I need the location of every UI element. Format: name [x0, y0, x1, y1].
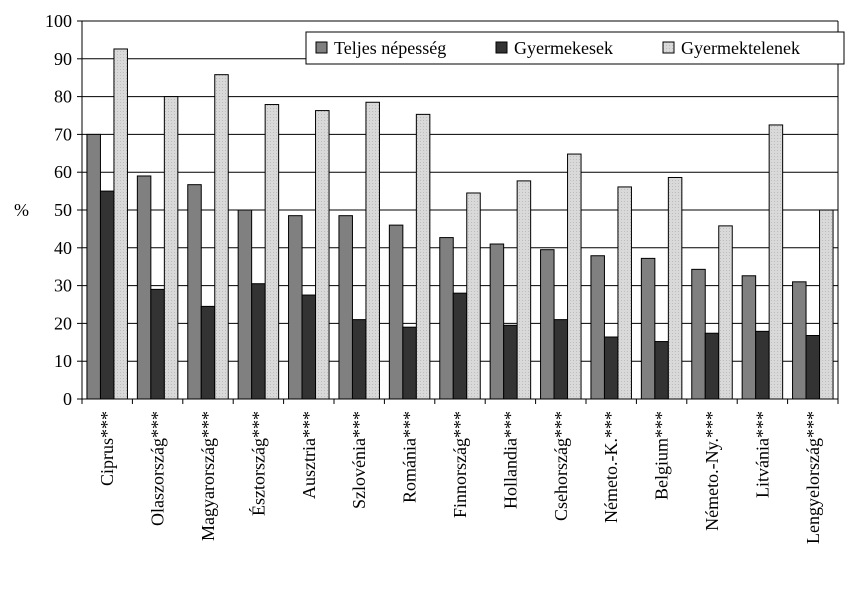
bar-gyermektelenek — [163, 96, 179, 400]
bar-gyermekesek — [805, 334, 821, 400]
x-category-label: Hollandia*** — [500, 411, 520, 509]
y-tick-label: 60 — [54, 162, 72, 182]
x-category-label: Olaszország*** — [148, 411, 168, 526]
axes — [81, 21, 839, 400]
x-category-label: Litvánia*** — [752, 411, 772, 498]
x-category-label: Belgium*** — [652, 411, 672, 500]
y-tick-label: 100 — [45, 11, 72, 31]
bar-gyermekesek — [351, 319, 367, 400]
x-category-label: Szlovénia*** — [349, 411, 369, 509]
bar-gyermektelenek — [768, 124, 784, 400]
x-category-label: Németo.-Ny.*** — [702, 411, 722, 531]
bar-gyermektelenek — [718, 225, 733, 400]
bar-gyermektelenek — [365, 101, 380, 400]
x-category-label: Finnország*** — [450, 411, 470, 518]
bar-gyermekesek — [755, 330, 770, 400]
y-tick-label: 20 — [54, 313, 72, 333]
bar-gyermekesek — [553, 319, 569, 400]
legend-label: Gyermektelenek — [681, 38, 800, 58]
bar-teljes-népesség — [388, 224, 404, 400]
bar-gyermektelenek — [264, 104, 280, 400]
bar-gyermekesek — [99, 190, 115, 400]
bar-teljes-népesség — [439, 237, 454, 400]
x-category-label: Ausztria*** — [299, 411, 319, 499]
bars — [86, 48, 834, 400]
bar-gyermekesek — [503, 324, 518, 400]
bar-gyermektelenek — [415, 113, 431, 400]
bar-gyermekesek — [251, 283, 266, 400]
bar-teljes-népesség — [640, 257, 656, 400]
bar-teljes-népesség — [540, 249, 555, 400]
bar-gyermektelenek — [516, 180, 532, 400]
bar-gyermekesek — [402, 326, 417, 400]
bar-gyermektelenek — [315, 110, 330, 400]
bar-gyermektelenek — [567, 153, 582, 400]
y-axis-ticks: 0 10 20 30 40 50 60 70 80 90 100 — [45, 11, 82, 409]
y-tick-label: 10 — [54, 351, 72, 371]
bar-gyermektelenek — [819, 209, 834, 400]
bar-gyermekesek — [150, 288, 165, 400]
x-category-label: Észtország*** — [247, 411, 268, 516]
legend-swatch — [315, 41, 328, 54]
bar-gyermekesek — [301, 294, 317, 400]
bar-gyermektelenek — [214, 74, 229, 400]
legend-label: Teljes népesség — [334, 38, 446, 58]
y-tick-label: 80 — [54, 87, 72, 107]
bar-teljes-népesség — [792, 281, 807, 400]
x-category-label: Magyarország*** — [198, 411, 218, 541]
bar-teljes-népesség — [86, 133, 101, 400]
bar-teljes-népesség — [237, 209, 253, 400]
x-axis-labels: Ciprus*** Olaszország*** Magyarország*** És… — [81, 399, 839, 544]
y-tick-label: 30 — [54, 276, 72, 296]
bar-teljes-népesség — [136, 175, 152, 400]
x-category-label: Ciprus*** — [97, 411, 117, 486]
bar-gyermekesek — [200, 305, 216, 400]
y-tick-label: 70 — [54, 124, 72, 144]
bar-teljes-népesség — [741, 275, 757, 400]
bar-gyermektelenek — [466, 192, 481, 400]
bar-teljes-népesség — [691, 268, 706, 400]
x-category-label: Németo.-K.*** — [601, 411, 621, 523]
bar-teljes-népesség — [288, 215, 303, 400]
y-tick-label: 0 — [63, 389, 72, 409]
bar-gyermekesek — [704, 332, 720, 400]
bar-gyermektelenek — [113, 48, 128, 400]
legend-label: Gyermekesek — [514, 38, 613, 58]
bar-gyermekesek — [603, 336, 619, 400]
bar-teljes-népesség — [187, 184, 202, 400]
y-tick-label: 50 — [54, 200, 72, 220]
legend-box — [305, 31, 845, 65]
bar-teljes-népesség — [489, 243, 505, 400]
x-category-label: Lengyelország*** — [803, 411, 823, 544]
bar-teljes-népesség — [338, 215, 353, 400]
x-category-label: Csehország*** — [551, 411, 571, 521]
bar-teljes-népesség — [590, 255, 605, 400]
bar-gyermektelenek — [667, 176, 683, 400]
y-axis-label: % — [14, 200, 29, 220]
legend: Teljes népesség Gyermekesek Gyermektelenek — [305, 31, 845, 65]
legend-swatch — [662, 41, 675, 54]
y-tick-label: 90 — [54, 49, 72, 69]
bar-gyermekesek — [452, 292, 468, 400]
y-tick-label: 40 — [54, 238, 72, 258]
bar-gyermektelenek — [617, 186, 632, 400]
x-category-label: Románia*** — [400, 411, 420, 503]
bar-gyermekesek — [654, 341, 669, 400]
legend-swatch — [495, 41, 508, 54]
